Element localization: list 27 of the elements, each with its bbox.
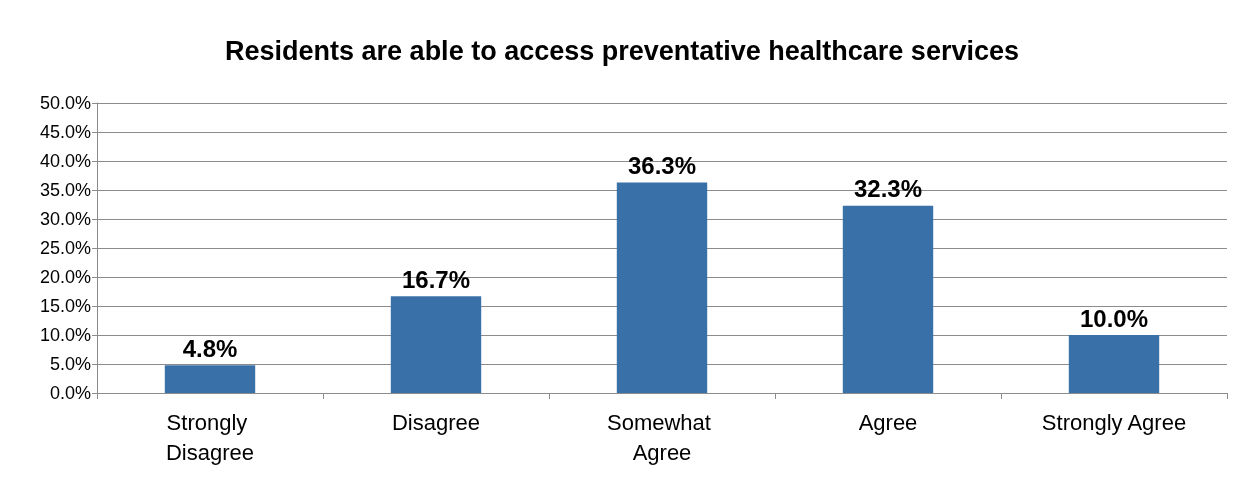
- data-label: 4.8%: [182, 334, 238, 362]
- y-tick-label: 30.0%: [39, 209, 91, 229]
- y-tick-label: 45.0%: [39, 122, 91, 142]
- y-tick-label: 10.0%: [39, 325, 91, 345]
- y-tick-label: 40.0%: [39, 151, 91, 171]
- data-label: 16.7%: [401, 265, 471, 293]
- bar: [616, 182, 708, 393]
- y-tick-label: 0.0%: [49, 383, 91, 403]
- bar: [164, 365, 256, 393]
- y-tick-label: 50.0%: [39, 93, 91, 113]
- x-tick-label: Strongly Disagree: [165, 409, 255, 465]
- bar: [842, 205, 934, 393]
- bar: [390, 296, 482, 393]
- x-tick-label: Agree: [858, 409, 918, 435]
- data-label: 32.3%: [853, 175, 923, 203]
- data-label: 36.3%: [627, 151, 697, 179]
- x-tick-label: Somewhat Agree: [606, 409, 718, 465]
- bar: [1068, 335, 1160, 393]
- x-tick-label: Strongly Agree: [1041, 409, 1187, 435]
- x-tick-label: Disagree: [391, 409, 481, 435]
- y-tick-label: 5.0%: [49, 354, 91, 374]
- data-label: 10.0%: [1079, 304, 1149, 332]
- y-tick-label: 15.0%: [39, 296, 91, 316]
- y-tick-label: 25.0%: [39, 238, 91, 258]
- y-tick-label: 20.0%: [39, 267, 91, 287]
- y-tick-label: 35.0%: [39, 180, 91, 200]
- chart-title: Residents are able to access preventative healthcare services: [225, 35, 1019, 66]
